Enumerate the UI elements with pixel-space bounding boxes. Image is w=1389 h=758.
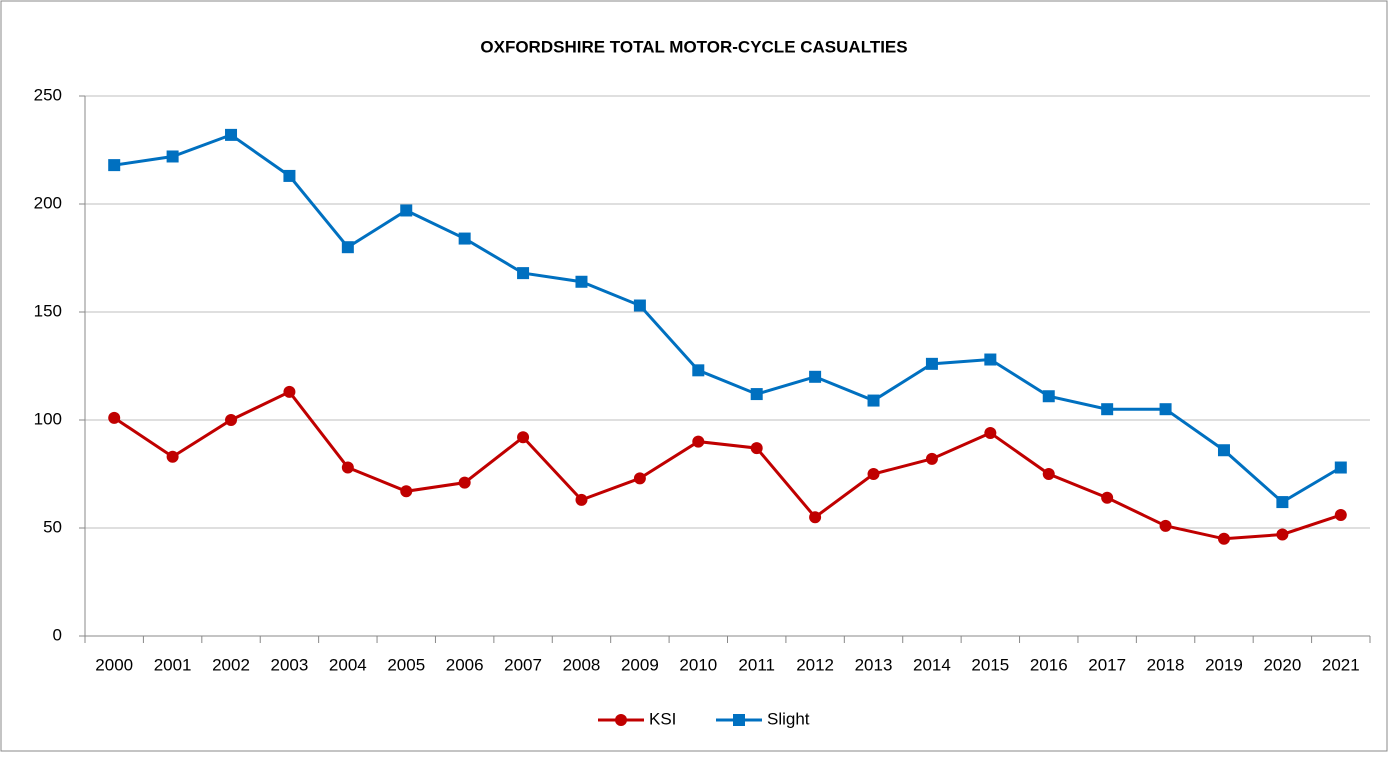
x-tick-label: 2002 <box>212 655 250 674</box>
data-point <box>633 472 646 485</box>
y-tick-label: 0 <box>53 625 62 644</box>
legend-marker <box>733 714 745 726</box>
x-tick-label: 2020 <box>1263 655 1301 674</box>
x-tick-label: 2001 <box>154 655 192 674</box>
legend-label: KSI <box>649 709 676 728</box>
data-point <box>1159 519 1172 532</box>
data-point <box>225 414 238 426</box>
y-tick-label: 200 <box>34 193 62 212</box>
x-tick-label: 2011 <box>738 655 775 674</box>
data-point <box>1276 496 1289 509</box>
data-point <box>458 476 471 489</box>
data-point <box>1217 532 1230 545</box>
x-tick-label: 2014 <box>913 655 951 674</box>
data-point <box>1334 509 1347 522</box>
x-tick-label: 2007 <box>504 655 542 674</box>
data-point <box>750 388 763 401</box>
data-point <box>925 452 938 465</box>
data-point <box>750 442 763 455</box>
data-point <box>166 450 179 463</box>
x-tick-label: 2021 <box>1322 655 1360 674</box>
x-tick-label: 2006 <box>446 655 484 674</box>
data-point <box>1276 528 1289 541</box>
data-point <box>341 241 354 254</box>
x-tick-label: 2016 <box>1030 655 1068 674</box>
x-tick-label: 2008 <box>563 655 601 674</box>
x-tick-label: 2003 <box>271 655 309 674</box>
data-point <box>400 485 413 498</box>
data-point <box>692 364 705 377</box>
data-point <box>1042 468 1055 480</box>
data-point <box>575 275 588 288</box>
series-line <box>113 133 1342 504</box>
data-point <box>925 357 938 370</box>
data-point <box>984 426 997 439</box>
x-tick-label: 2010 <box>679 655 717 674</box>
legend-marker <box>615 714 627 726</box>
x-tick-label: 2015 <box>971 655 1009 674</box>
data-point <box>1101 491 1114 504</box>
x-tick-label: 2013 <box>855 655 893 674</box>
chart-title: OXFORDSHIRE TOTAL MOTOR-CYCLE CASUALTIES <box>480 37 907 56</box>
data-point <box>108 159 121 172</box>
x-tick-label: 2005 <box>387 655 425 674</box>
y-tick-label: 100 <box>34 409 62 428</box>
data-point <box>1042 390 1055 403</box>
data-point <box>283 169 296 182</box>
data-point <box>809 511 822 524</box>
data-point <box>633 299 646 312</box>
series-line <box>113 390 1342 541</box>
data-point <box>984 353 997 366</box>
data-point <box>575 493 588 506</box>
data-point <box>1334 461 1347 474</box>
data-point <box>225 128 238 141</box>
x-tick-label: 2000 <box>95 655 133 674</box>
data-point <box>458 232 471 245</box>
x-tick-label: 2017 <box>1088 655 1126 674</box>
data-point <box>517 431 530 444</box>
x-tick-label: 2012 <box>796 655 834 674</box>
data-point <box>400 204 413 217</box>
data-point <box>108 411 121 424</box>
legend-label: Slight <box>767 709 810 728</box>
x-tick-label: 2004 <box>329 655 367 674</box>
data-point <box>1217 444 1230 457</box>
data-point <box>283 385 296 398</box>
data-point <box>1101 403 1114 416</box>
x-tick-label: 2018 <box>1147 655 1185 674</box>
y-tick-label: 50 <box>43 517 62 536</box>
data-point <box>692 435 705 448</box>
y-tick-label: 150 <box>34 301 62 320</box>
data-point <box>867 394 880 407</box>
x-tick-label: 2019 <box>1205 655 1243 674</box>
data-point <box>809 370 822 383</box>
data-point <box>166 150 179 163</box>
x-tick-label: 2009 <box>621 655 659 674</box>
data-point <box>517 267 530 280</box>
data-point <box>1159 403 1172 416</box>
y-tick-label: 250 <box>34 85 62 104</box>
data-point <box>867 468 880 480</box>
data-point <box>341 461 354 474</box>
